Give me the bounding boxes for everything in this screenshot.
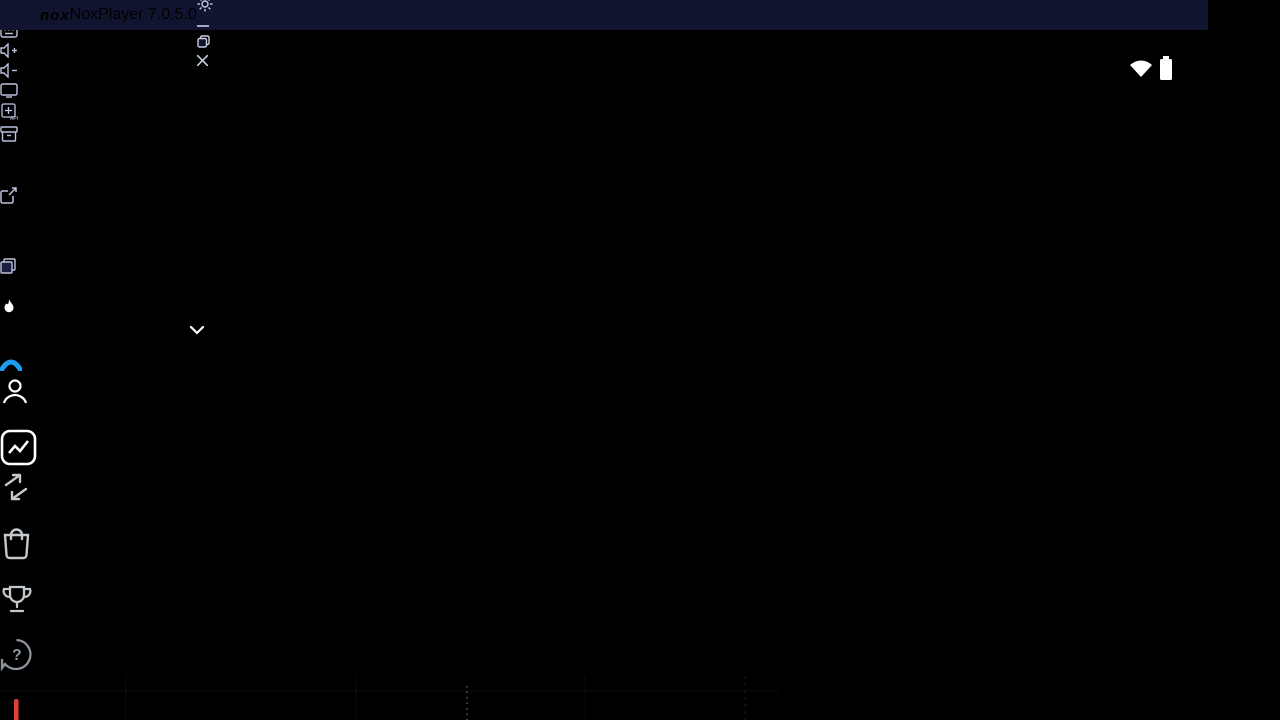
window-titlebar: nox NoxPlayer 7.0.5.0 ?	[0, 0, 1208, 67]
notification-badge: 27	[0, 411, 18, 428]
close-button[interactable]	[196, 53, 213, 71]
profile-button[interactable]	[0, 379, 30, 410]
more-icon: ⋯	[0, 169, 16, 186]
account-balance: Đ20.800,00	[101, 322, 185, 339]
share-icon	[0, 187, 17, 204]
nox-logo-icon: nox	[40, 6, 70, 24]
account-type-label: AKUN DEMO	[0, 322, 97, 339]
shopping-bag-icon	[3, 528, 30, 560]
flame-icon	[4, 298, 14, 313]
settings-button[interactable]	[197, 0, 213, 17]
crown-icon	[0, 359, 23, 372]
help-bubble-icon: ?	[0, 638, 32, 672]
sidebar-item-tournaments[interactable]	[0, 583, 1280, 620]
person-icon	[2, 379, 28, 404]
android-home-button[interactable]: ⌂	[0, 234, 1280, 258]
sidebar-item-support[interactable]: ?	[0, 638, 1280, 676]
sidebar-item-trades[interactable]	[0, 471, 1280, 508]
gear-icon	[197, 0, 213, 11]
back-icon: ↩	[0, 211, 17, 233]
battery-icon	[1160, 56, 1172, 80]
trophy-icon	[2, 585, 32, 613]
apk-install-icon: APK	[1, 103, 21, 122]
tournament-badge: 9	[0, 620, 9, 637]
volume-up-button[interactable]	[0, 42, 1280, 63]
archive-icon	[0, 126, 18, 142]
price-chart[interactable]: 50% 50% 6.6 6.6046.6026.5986.5966.5946.5…	[0, 676, 1280, 720]
chart-canvas	[0, 676, 780, 720]
shared-folder-button[interactable]	[0, 126, 1280, 147]
asset-name: Natural Gas	[22, 304, 108, 321]
sidebar-item-market[interactable]	[0, 526, 1280, 565]
recents-icon	[0, 258, 16, 274]
payment-button[interactable]: Pembayaran	[0, 340, 1280, 358]
install-apk-button[interactable]: APK	[0, 103, 1280, 126]
tournament-count: 1	[26, 358, 36, 375]
minimize-icon	[196, 24, 209, 27]
volume-up-icon	[0, 42, 17, 59]
android-back-button[interactable]: ↩	[0, 209, 1280, 234]
screenshot-button[interactable]: ✂	[0, 147, 1280, 167]
share-button[interactable]	[0, 187, 1280, 209]
chevron-down-icon	[189, 325, 204, 335]
svg-text:?: ?	[12, 647, 22, 664]
asset-selector[interactable]: Natural Gas 80%	[0, 297, 1280, 322]
asset-chip	[0, 298, 22, 321]
nox-toolbar: APK ✂ ⋯ ↩ ⌂	[0, 0, 1280, 279]
home-icon: ⌂	[0, 234, 13, 257]
volume-down-icon	[0, 62, 17, 79]
market-badge: 9	[0, 565, 9, 582]
monitor-icon	[0, 83, 18, 98]
chart-icon	[0, 429, 37, 466]
wifi-icon	[1130, 60, 1152, 77]
header-widget: 1	[0, 358, 1280, 411]
status-time: 12.28	[0, 279, 41, 296]
restore-button[interactable]	[197, 34, 213, 53]
volume-down-button[interactable]	[0, 62, 1280, 83]
tournament-chip[interactable]: 1	[0, 358, 1280, 376]
payment-button-label: Pembayaran	[0, 340, 91, 357]
transfer-arrows-icon	[4, 473, 28, 501]
account-switcher[interactable]	[189, 322, 205, 339]
minimize-button[interactable]	[196, 17, 213, 35]
screen-button[interactable]	[0, 83, 1280, 103]
scissors-icon: ✂	[0, 149, 14, 166]
payout-badge: 80%	[112, 304, 145, 321]
window-title: NoxPlayer 7.0.5.0	[69, 6, 197, 23]
svg-text:APK: APK	[10, 116, 18, 121]
more-button[interactable]: ⋯	[0, 167, 1280, 187]
close-icon	[196, 53, 209, 67]
android-recents-button[interactable]	[0, 258, 1280, 279]
trades-badge: 3	[0, 508, 9, 525]
sidebar-item-chart[interactable]	[0, 429, 1280, 471]
restore-icon	[197, 34, 210, 48]
